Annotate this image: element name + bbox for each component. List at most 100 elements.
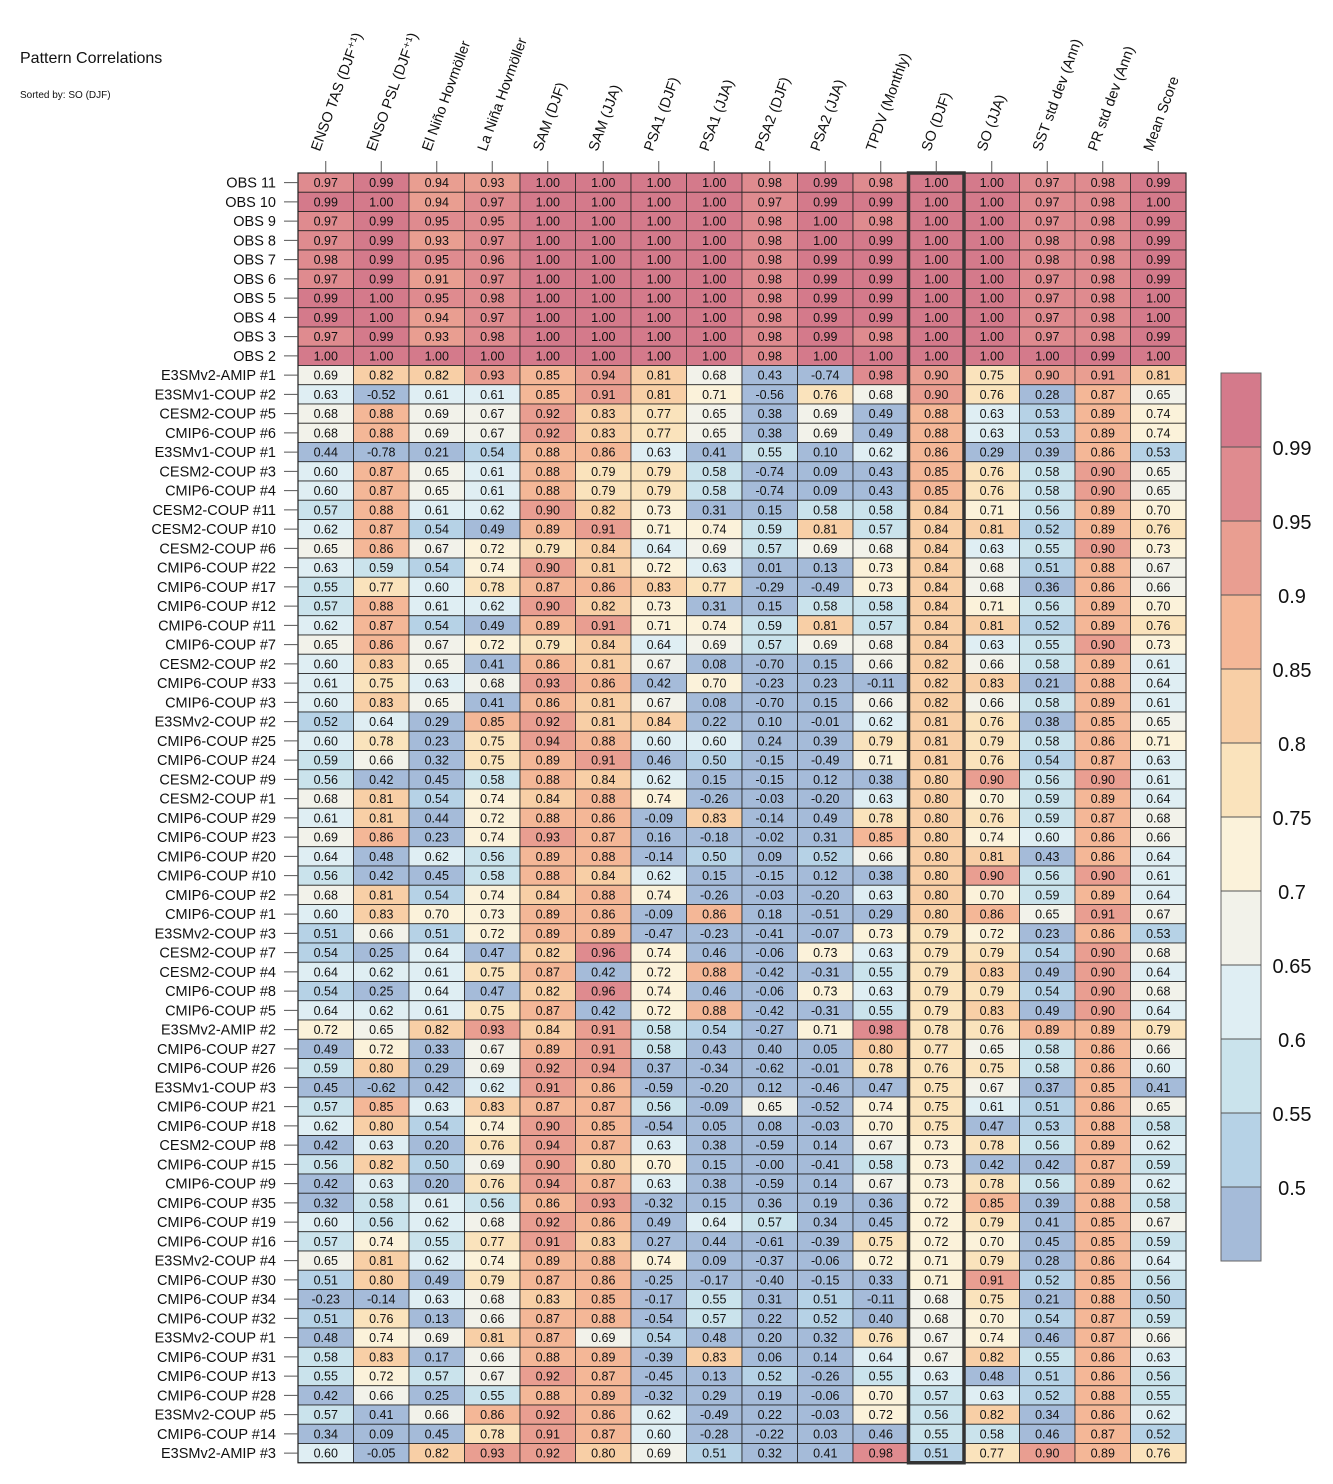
cell-value-label: 0.95 [425, 253, 449, 267]
cell-value-label: 0.69 [425, 1331, 449, 1345]
cell-value-label: 0.66 [1146, 1042, 1170, 1056]
cell-value-label: -0.45 [645, 1370, 674, 1384]
cell-value-label: 0.88 [591, 792, 615, 806]
cell-value-label: 0.72 [869, 1254, 893, 1268]
cell-value-label: 1.00 [924, 292, 948, 306]
cell-value-label: 0.92 [536, 1447, 560, 1461]
cell-value-label: 0.98 [758, 272, 782, 286]
cell-value-label: 1.00 [702, 215, 726, 229]
cell-value-label: 0.83 [702, 811, 726, 825]
cell-value-label: 0.51 [314, 1273, 338, 1287]
cell-value-label: 0.99 [369, 253, 393, 267]
cell-value-label: 0.59 [1035, 888, 1059, 902]
cell-value-label: 0.34 [1035, 1408, 1059, 1422]
cell-value-label: -0.15 [756, 773, 785, 787]
cell-value-label: 0.97 [314, 234, 338, 248]
cell-value-label: 0.66 [480, 1312, 504, 1326]
cell-value-label: 0.14 [813, 1350, 837, 1364]
cell-value-label: 0.12 [758, 1081, 782, 1095]
row-label-cmip6-coup-9: CMIP6-COUP #9 [165, 1177, 276, 1193]
cell-value-label: 0.63 [980, 1389, 1004, 1403]
cell-value-label: 0.86 [591, 580, 615, 594]
cell-value-label: 0.87 [536, 1312, 560, 1326]
cell-value-label: 0.69 [813, 638, 837, 652]
cell-value-label: -0.00 [756, 1158, 785, 1172]
cell-value-label: 0.76 [980, 484, 1004, 498]
cell-value-label: 0.61 [314, 677, 338, 691]
cell-value-label: 0.91 [591, 1042, 615, 1056]
cell-value-label: 0.58 [314, 1350, 338, 1364]
cell-value-label: 0.58 [480, 773, 504, 787]
cell-value-label: 0.74 [702, 523, 726, 537]
cell-value-label: 0.05 [813, 1042, 837, 1056]
cell-value-label: 1.00 [924, 253, 948, 267]
cell-value-label: 0.54 [425, 888, 449, 902]
cell-value-label: 0.31 [813, 831, 837, 845]
cell-value-label: 1.00 [314, 349, 338, 363]
cell-value-label: 0.69 [591, 1331, 615, 1345]
colorbar-tick-label: 0.6 [1278, 1030, 1306, 1052]
row-label-cmip6-coup-27: CMIP6-COUP #27 [157, 1042, 276, 1058]
cell-value-label: 0.46 [702, 946, 726, 960]
cell-value-label: 0.84 [924, 561, 948, 575]
cell-value-label: -0.34 [700, 1062, 729, 1076]
column-label-enso-tas-djf: ENSO TAS (DJF⁺¹) [308, 31, 366, 154]
cell-value-label: 0.80 [869, 1042, 893, 1056]
cell-value-label: 0.99 [869, 253, 893, 267]
cell-value-label: 0.73 [869, 580, 893, 594]
cell-value-label: 0.65 [1146, 388, 1170, 402]
cell-value-label: 0.99 [869, 195, 893, 209]
cell-value-label: 0.48 [369, 850, 393, 864]
cell-value-label: 0.65 [1035, 908, 1059, 922]
cell-value-label: 0.57 [314, 1235, 338, 1249]
cell-value-label: 0.98 [1035, 253, 1059, 267]
cell-value-label: 0.57 [314, 1100, 338, 1114]
cell-value-label: 0.92 [536, 1216, 560, 1230]
cell-value-label: 0.96 [480, 253, 504, 267]
cell-value-label: -0.09 [700, 1100, 729, 1114]
cell-value-label: 0.75 [924, 1081, 948, 1095]
cell-value-label: 0.89 [1091, 1139, 1115, 1153]
cell-value-label: 1.00 [702, 311, 726, 325]
cell-value-label: 0.98 [1091, 176, 1115, 190]
cell-value-label: 0.58 [869, 600, 893, 614]
cell-value-label: 0.91 [591, 388, 615, 402]
cell-value-label: -0.09 [645, 811, 674, 825]
cell-value-label: 0.54 [702, 1023, 726, 1037]
cell-value-label: 0.85 [536, 369, 560, 383]
cell-value-label: 0.62 [480, 1081, 504, 1095]
cell-value-label: 0.55 [869, 1004, 893, 1018]
cell-value-label: 0.88 [369, 503, 393, 517]
cell-value-label: -0.03 [811, 1408, 840, 1422]
cell-value-label: 0.88 [1091, 1389, 1115, 1403]
cell-value-label: 0.88 [536, 1350, 560, 1364]
cell-value-label: 0.89 [1091, 696, 1115, 710]
cell-value-label: 1.00 [702, 195, 726, 209]
cell-value-label: 0.86 [480, 1408, 504, 1422]
cell-value-label: -0.51 [811, 908, 840, 922]
cell-value-label: 0.09 [813, 465, 837, 479]
cell-value-label: 0.66 [369, 754, 393, 768]
cell-value-label: 0.98 [758, 176, 782, 190]
cell-value-label: 0.74 [480, 792, 504, 806]
cell-value-label: -0.28 [700, 1427, 729, 1441]
cell-value-label: 0.69 [813, 407, 837, 421]
cell-value-label: 0.51 [702, 1447, 726, 1461]
cell-value-label: -0.54 [645, 1119, 674, 1133]
cell-value-label: 0.57 [758, 542, 782, 556]
cell-value-label: 0.46 [1035, 1331, 1059, 1345]
cell-value-label: 0.62 [314, 523, 338, 537]
cell-value-label: 0.88 [369, 600, 393, 614]
cell-value-label: 0.82 [924, 696, 948, 710]
cell-value-label: 0.87 [591, 831, 615, 845]
cell-value-label: 0.84 [591, 869, 615, 883]
cell-value-label: 0.88 [591, 888, 615, 902]
cell-value-label: 0.44 [425, 811, 449, 825]
cell-value-label: 0.85 [591, 1119, 615, 1133]
cell-value-label: 0.49 [647, 1216, 671, 1230]
cell-value-label: 0.65 [1146, 484, 1170, 498]
cell-value-label: 0.76 [980, 754, 1004, 768]
cell-value-label: 0.73 [813, 946, 837, 960]
row-label-e3smv2-amip-2: E3SMv2-AMIP #2 [161, 1023, 276, 1039]
cell-value-label: 0.22 [758, 1408, 782, 1422]
